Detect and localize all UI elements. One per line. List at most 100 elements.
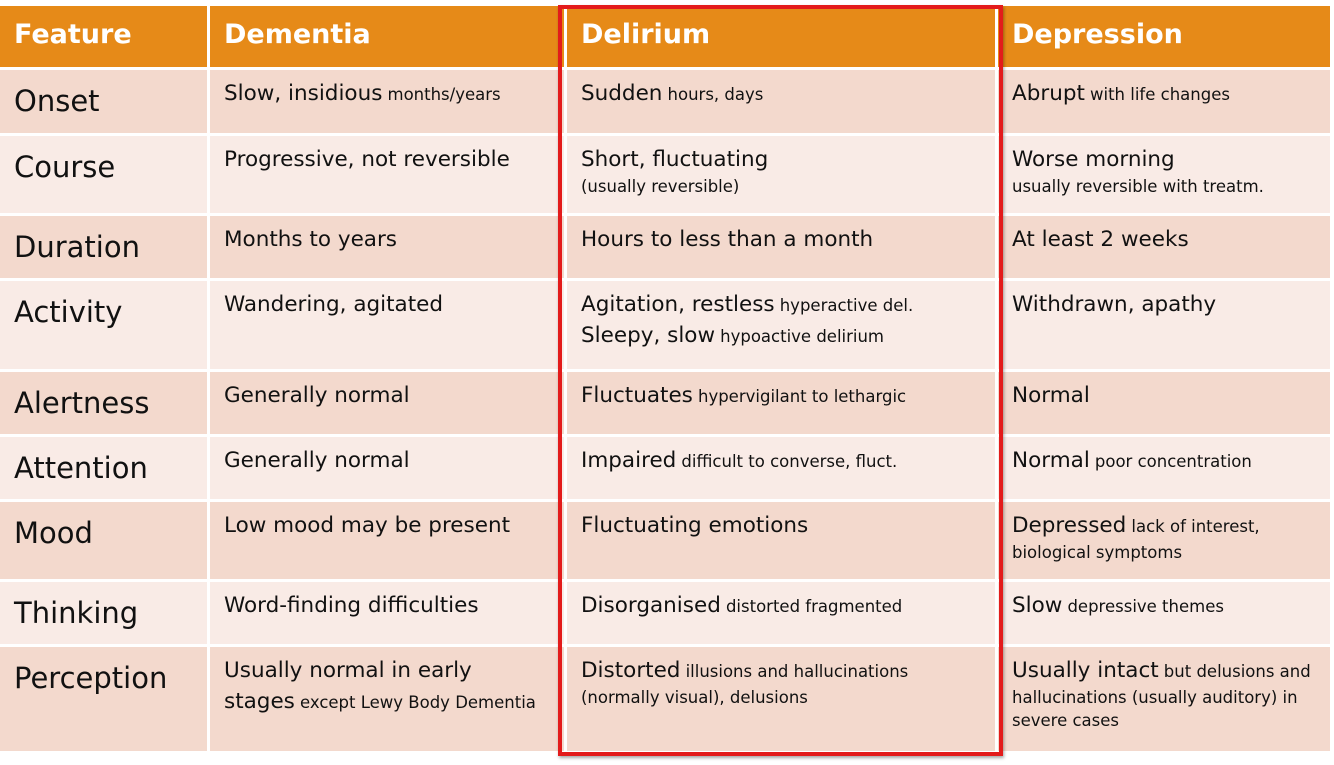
feature-label: Activity [0, 281, 210, 372]
cell-main-text: Sudden [581, 81, 663, 106]
cell-main-text: Fluctuating emotions [581, 513, 809, 538]
dementia-cell: Low mood may be present [210, 502, 567, 582]
delirium-cell: Agitation, restless hyperactive del. Sle… [567, 281, 998, 372]
header-delirium: Delirium [567, 6, 998, 70]
cell-main-text: Sleepy, slow [581, 323, 716, 348]
cell-sub-text: hyperactive del. [779, 296, 914, 315]
cell-sub-text: hallucinations (usually auditory) in [1012, 688, 1298, 707]
cell-main-text: Distorted [581, 658, 681, 683]
depression-cell: Withdrawn, apathy [998, 281, 1330, 372]
cell-main-text: Usually intact [1012, 658, 1159, 683]
cell-main-text: Normal [1012, 448, 1090, 473]
cell-sub-text: (usually reversible) [581, 177, 740, 196]
cell-sub-text: poor concentration [1094, 452, 1252, 471]
table-row: Thinking Word-finding difficulties Disor… [0, 582, 1330, 647]
cell-main-text: Generally normal [224, 448, 410, 473]
cell-sub-text: difficult to converse, fluct. [681, 452, 898, 471]
header-depression: Depression [998, 6, 1330, 70]
cell-main-text: Hours to less than a month [581, 227, 874, 252]
cell-main-text: Disorganised [581, 593, 721, 618]
table-row: Activity Wandering, agitated Agitation, … [0, 281, 1330, 372]
dementia-cell: Generally normal [210, 372, 567, 437]
depression-cell: At least 2 weeks [998, 216, 1330, 281]
delirium-cell: Distorted illusions and hallucinations (… [567, 647, 998, 754]
cell-sub-text: hypoactive delirium [720, 327, 885, 346]
cell-main-text: Progressive, not reversible [224, 147, 510, 172]
delirium-cell: Fluctuates hypervigilant to lethargic [567, 372, 998, 437]
feature-label: Onset [0, 70, 210, 136]
cell-main-text: Agitation, restless [581, 292, 775, 317]
depression-cell: Usually intact but delusions and halluci… [998, 647, 1330, 754]
cell-sub-text: depressive themes [1067, 597, 1224, 616]
cell-main-text: Normal [1012, 383, 1090, 408]
table-row: Duration Months to years Hours to less t… [0, 216, 1330, 281]
cell-main-text: Word-finding difficulties [224, 593, 479, 618]
depression-cell: Normal [998, 372, 1330, 437]
cell-main-text: At least 2 weeks [1012, 227, 1189, 252]
delirium-cell: Sudden hours, days [567, 70, 998, 136]
cell-sub-text: months/years [387, 85, 501, 104]
cell-sub-text: severe cases [1012, 711, 1120, 730]
cell-sub-text: illusions and hallucinations [685, 662, 909, 681]
cell-main-text: Months to years [224, 227, 398, 252]
dementia-cell: Word-finding difficulties [210, 582, 567, 647]
cell-main-text: Slow [1012, 593, 1063, 618]
cell-main-text: Generally normal [224, 383, 410, 408]
feature-label: Mood [0, 502, 210, 582]
feature-label: Course [0, 136, 210, 216]
header-dementia: Dementia [210, 6, 567, 70]
cell-sub-text: hours, days [667, 85, 764, 104]
feature-label: Attention [0, 437, 210, 502]
dementia-cell: Usually normal in early stages except Le… [210, 647, 567, 754]
table-row: Course Progressive, not reversible Short… [0, 136, 1330, 216]
cell-main-text: stages [224, 689, 295, 714]
table-row: Perception Usually normal in early stage… [0, 647, 1330, 754]
delirium-cell: Short, fluctuating (usually reversible) [567, 136, 998, 216]
dementia-cell: Generally normal [210, 437, 567, 502]
comparison-table-container: Feature Dementia Delirium Depression Ons… [0, 6, 1334, 754]
cell-main-text: Low mood may be present [224, 513, 511, 538]
cell-sub-text: hypervigilant to lethargic [697, 387, 907, 406]
delirium-cell: Hours to less than a month [567, 216, 998, 281]
feature-label: Thinking [0, 582, 210, 647]
delirium-cell: Impaired difficult to converse, fluct. [567, 437, 998, 502]
cell-main-text: Abrupt [1012, 81, 1085, 106]
cell-sub-text: but delusions and [1163, 662, 1311, 681]
feature-label: Perception [0, 647, 210, 754]
dementia-cell: Progressive, not reversible [210, 136, 567, 216]
cell-sub-text: (normally visual), delusions [581, 688, 808, 707]
depression-cell: Normal poor concentration [998, 437, 1330, 502]
cell-main-text: Withdrawn, apathy [1012, 292, 1217, 317]
delirium-cell: Disorganised distorted fragmented [567, 582, 998, 647]
cell-main-text: Usually normal in early [224, 658, 472, 683]
cell-main-text: Short, fluctuating [581, 147, 769, 172]
cell-main-text: Fluctuates [581, 383, 693, 408]
cell-sub-text: distorted fragmented [725, 597, 903, 616]
cell-main-text: Wandering, agitated [224, 292, 444, 317]
table-row: Mood Low mood may be present Fluctuating… [0, 502, 1330, 582]
cell-sub-text: usually reversible with treatm. [1012, 177, 1264, 196]
depression-cell: Abrupt with life changes [998, 70, 1330, 136]
cell-main-text: Worse morning [1012, 147, 1175, 172]
dementia-cell: Months to years [210, 216, 567, 281]
table-row: Alertness Generally normal Fluctuates hy… [0, 372, 1330, 437]
table-row: Onset Slow, insidious months/years Sudde… [0, 70, 1330, 136]
dementia-cell: Slow, insidious months/years [210, 70, 567, 136]
depression-cell: Slow depressive themes [998, 582, 1330, 647]
cell-main-text: Depressed [1012, 513, 1127, 538]
depression-cell: Worse morning usually reversible with tr… [998, 136, 1330, 216]
feature-label: Duration [0, 216, 210, 281]
comparison-table: Feature Dementia Delirium Depression Ons… [0, 6, 1330, 754]
dementia-cell: Wandering, agitated [210, 281, 567, 372]
cell-main-text: Slow, insidious [224, 81, 383, 106]
cell-sub-text: with life changes [1090, 85, 1230, 104]
cell-sub-text: biological symptoms [1012, 543, 1183, 562]
delirium-cell: Fluctuating emotions [567, 502, 998, 582]
header-feature: Feature [0, 6, 210, 70]
cell-sub-text: lack of interest, [1131, 517, 1260, 536]
cell-main-text: Impaired [581, 448, 677, 473]
cell-sub-text: except Lewy Body Dementia [299, 693, 536, 712]
feature-label: Alertness [0, 372, 210, 437]
depression-cell: Depressed lack of interest, biological s… [998, 502, 1330, 582]
table-row: Attention Generally normal Impaired diff… [0, 437, 1330, 502]
